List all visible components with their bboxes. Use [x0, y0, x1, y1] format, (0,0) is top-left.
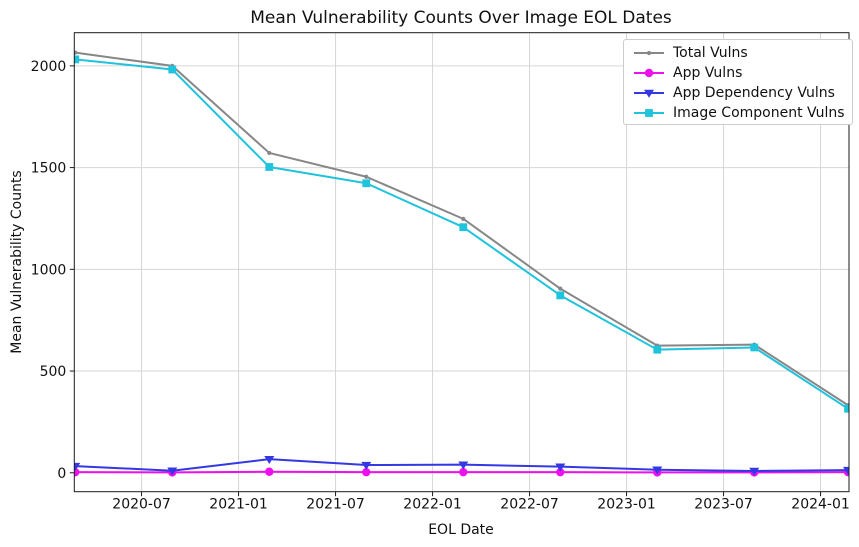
legend-item-app-vulns: App Vulns [633, 63, 852, 83]
legend-marker-circle-icon [634, 68, 664, 78]
y-tick-label: 1500 [31, 161, 67, 177]
chart-title: Mean Vulnerability Counts Over Image EOL… [250, 8, 672, 28]
legend-item-app-dependency-vulns: App Dependency Vulns [633, 83, 852, 103]
series-markers-image-component-vulns [74, 55, 850, 413]
y-tick-label: 500 [40, 364, 67, 380]
x-axis-label: EOL Date [428, 522, 494, 538]
y-tick-label: 2000 [31, 59, 67, 75]
x-tick-label: 2022-01 [403, 496, 462, 512]
legend-item-image-component-vulns: Image Component Vulns [633, 103, 852, 123]
legend-marker-square-icon [634, 109, 664, 117]
legend-label: Total Vulns [673, 45, 748, 61]
x-tick-label: 2023-01 [597, 496, 656, 512]
legend: Total Vulns App Vulns App Dependency Vulns… [623, 39, 853, 125]
y-ticks: 0 500 1000 1500 2000 [31, 59, 75, 482]
x-tick-label: 2021-07 [306, 496, 365, 512]
series-group [74, 50, 850, 477]
y-axis-label: Mean Vulnerability Counts [9, 170, 25, 354]
x-tick-label: 2021-01 [209, 496, 268, 512]
x-tick-label: 2020-07 [112, 496, 171, 512]
legend-label: Image Component Vulns [673, 105, 845, 121]
legend-label: App Dependency Vulns [673, 85, 835, 101]
y-tick-label: 1000 [31, 262, 67, 278]
y-tick-label: 0 [57, 466, 66, 482]
legend-marker-triangle-down-icon [634, 89, 664, 98]
series-markers-app-dependency-vulns [74, 455, 850, 476]
x-tick-label: 2022-07 [500, 496, 559, 512]
axes-spines [73, 32, 850, 493]
x-ticks: 2020-07 2021-01 2021-07 2022-01 2022-07 2023-… [112, 491, 850, 512]
legend-item-total-vulns: Total Vulns [633, 43, 852, 63]
x-tick-label: 2024-01 [791, 496, 850, 512]
legend-label: App Vulns [673, 65, 743, 81]
legend-marker-circle-small-icon [634, 50, 664, 56]
x-tick-label: 2023-07 [694, 496, 753, 512]
